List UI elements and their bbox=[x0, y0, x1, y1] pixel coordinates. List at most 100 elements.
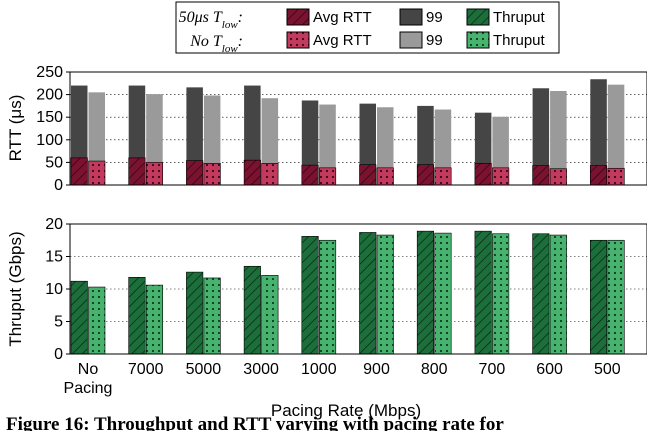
rtt-bar-avg-tlow bbox=[532, 165, 550, 186]
rtt-bar-avg-tlow bbox=[359, 164, 377, 186]
x-tick-label: 7000 bbox=[128, 361, 164, 378]
thruput-bar-tlow bbox=[186, 271, 204, 355]
rtt-bar-p99-notlow bbox=[377, 107, 394, 185]
thruput-y-tick-label: 10 bbox=[45, 281, 63, 298]
legend-swatch-thruput-tlow bbox=[466, 8, 490, 26]
legend-swatch-p99-tlow bbox=[399, 8, 423, 26]
rtt-bar-avg-tlow bbox=[589, 165, 608, 186]
legend-box bbox=[175, 1, 560, 54]
thruput-bar-notlow bbox=[492, 233, 510, 355]
x-tick-label: 3000 bbox=[243, 361, 279, 378]
rtt-bar-avg-notlow bbox=[549, 168, 567, 186]
thruput-y-axis-label: Thruput (Gbps) bbox=[6, 231, 25, 346]
rtt-bar-avg-notlow bbox=[492, 167, 510, 186]
x-tick-label: 700 bbox=[479, 361, 506, 378]
rtt-bar-avg-tlow bbox=[70, 157, 88, 186]
rtt-bar-p99-notlow bbox=[434, 109, 452, 185]
rtt-bar-avg-tlow bbox=[243, 159, 261, 186]
rtt-bar-p99-notlow bbox=[319, 104, 336, 185]
rtt-bar-avg-notlow bbox=[318, 167, 337, 186]
legend-label-p99-notlow: 99 bbox=[426, 32, 443, 49]
thruput-bar-tlow bbox=[532, 233, 550, 355]
rtt-y-tick-label: 50 bbox=[45, 154, 63, 171]
legend-swatch-avg-rtt-notlow bbox=[286, 31, 310, 49]
rtt-bar-avg-notlow bbox=[88, 160, 106, 186]
thruput-chart: 0 5 10 15 20 No Pacing 7000 5000 3000 1000 900 800 7… bbox=[6, 216, 647, 420]
rtt-y-tick-label: 250 bbox=[36, 64, 63, 81]
thruput-bar-notlow bbox=[203, 277, 221, 355]
rtt-bar-p99-tlow bbox=[532, 88, 550, 185]
x-axis-label: Pacing Rate (Mbps) bbox=[271, 401, 421, 420]
legend-row2-label: No Tlow: bbox=[189, 33, 243, 55]
thruput-bar-notlow bbox=[261, 275, 279, 355]
thruput-bar-tlow bbox=[589, 239, 608, 355]
legend-swatch-p99-notlow bbox=[399, 31, 423, 49]
thruput-bar-tlow bbox=[474, 230, 492, 355]
rtt-plot-frame bbox=[69, 71, 647, 186]
rtt-bar-avg-notlow bbox=[607, 167, 625, 186]
thruput-bar-notlow bbox=[376, 234, 394, 355]
x-tick-label: 800 bbox=[421, 361, 448, 378]
thruput-bar-notlow bbox=[434, 232, 452, 355]
thruput-bar-tlow bbox=[243, 265, 261, 355]
rtt-bar-avg-tlow bbox=[128, 157, 146, 186]
rtt-bar-p99-notlow bbox=[607, 84, 625, 185]
thruput-bar-notlow bbox=[88, 286, 106, 355]
thruput-y-tick-label: 20 bbox=[45, 216, 63, 233]
thruput-y-tick-label: 15 bbox=[45, 249, 63, 266]
rtt-bar-avg-tlow bbox=[416, 164, 435, 186]
thruput-bar-tlow bbox=[70, 280, 88, 355]
legend-label-thruput-tlow: Thruput bbox=[493, 9, 546, 26]
thruput-bar-tlow bbox=[359, 232, 377, 355]
thruput-bar-notlow bbox=[549, 234, 567, 355]
x-tick-label: 900 bbox=[363, 361, 390, 378]
x-tick-label: 600 bbox=[536, 361, 563, 378]
thruput-y-tick-label: 0 bbox=[54, 346, 63, 363]
thruput-bar-tlow bbox=[301, 236, 319, 355]
legend-label-p99-tlow: 99 bbox=[426, 9, 443, 26]
thruput-y-tick-label: 5 bbox=[54, 314, 63, 331]
thruput-bar-notlow bbox=[145, 284, 163, 355]
legend-row1-label: 50μs Tlow: bbox=[179, 9, 243, 31]
legend-swatch-avg-rtt-tlow bbox=[286, 8, 310, 26]
thruput-y-ticks: 0 5 10 15 20 bbox=[45, 216, 70, 363]
rtt-bar-avg-tlow bbox=[301, 164, 319, 186]
legend-label-avg-rtt-notlow: Avg RTT bbox=[313, 32, 372, 49]
thruput-bar-notlow bbox=[607, 239, 625, 355]
x-tick-label: 1000 bbox=[301, 361, 337, 378]
thruput-plot-frame bbox=[69, 223, 647, 355]
rtt-y-tick-label: 0 bbox=[54, 177, 63, 194]
figure-caption: Figure 16: Throughput and RTT varying wi… bbox=[6, 414, 504, 431]
thruput-bar-tlow bbox=[416, 230, 435, 355]
rtt-bars bbox=[70, 79, 625, 186]
rtt-bar-avg-notlow bbox=[434, 167, 452, 186]
rtt-bar-p99-tlow bbox=[590, 79, 607, 185]
rtt-y-axis-label: RTT (μs) bbox=[6, 95, 25, 162]
thruput-bar-notlow bbox=[318, 239, 337, 355]
x-tick-label: 5000 bbox=[186, 361, 222, 378]
rtt-bar-avg-notlow bbox=[376, 167, 394, 186]
rtt-bar-p99-notlow bbox=[203, 95, 221, 185]
rtt-y-tick-label: 150 bbox=[36, 109, 63, 126]
rtt-bar-avg-tlow bbox=[474, 163, 492, 186]
legend-label-thruput-notlow: Thruput bbox=[493, 32, 546, 49]
rtt-bar-avg-notlow bbox=[145, 162, 163, 186]
rtt-bar-avg-notlow bbox=[261, 163, 279, 186]
legend-swatch-thruput-notlow bbox=[466, 31, 490, 49]
thruput-bars bbox=[70, 230, 625, 355]
legend: 50μs Tlow: No Tlow: Avg RTT 99 Thruput A… bbox=[175, 1, 560, 55]
thruput-bar-tlow bbox=[128, 276, 146, 355]
x-tick-label: No Pacing bbox=[64, 361, 113, 397]
rtt-y-tick-label: 100 bbox=[36, 132, 63, 149]
rtt-y-ticks: 0 50 100 150 200 250 bbox=[36, 64, 70, 194]
rtt-bar-avg-notlow bbox=[203, 163, 221, 186]
rtt-bar-p99-tlow bbox=[301, 100, 319, 185]
legend-label-avg-rtt-tlow: Avg RTT bbox=[313, 9, 372, 26]
x-tick-labels: No Pacing 7000 5000 3000 1000 900 800 700 600 500 bbox=[64, 361, 621, 397]
rtt-chart: 0 50 100 150 200 250 RTT (μs) bbox=[6, 64, 647, 194]
rtt-bar-avg-tlow bbox=[186, 160, 204, 186]
rtt-bar-p99-notlow bbox=[550, 90, 567, 185]
rtt-y-tick-label: 200 bbox=[36, 87, 63, 104]
x-tick-label: 500 bbox=[594, 361, 621, 378]
